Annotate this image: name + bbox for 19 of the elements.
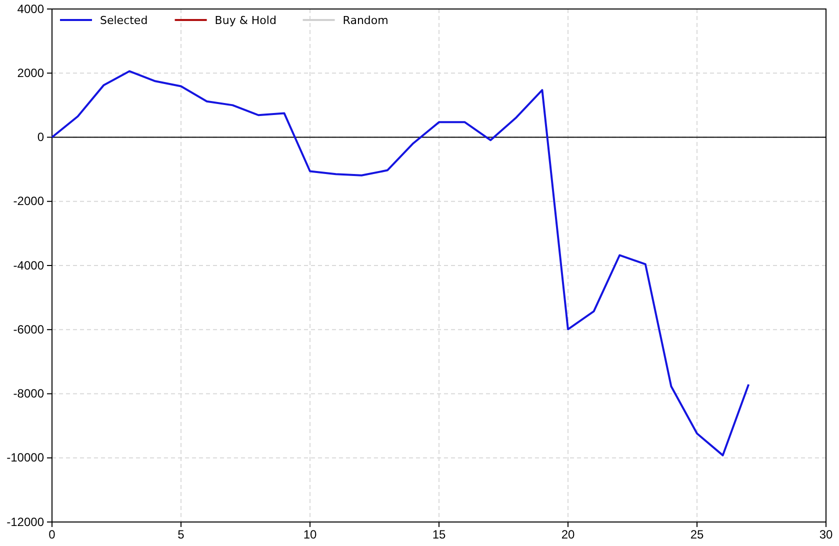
x-tick-label: 0	[48, 528, 56, 542]
y-tick-label: -2000	[13, 194, 44, 208]
x-tick-label: 25	[690, 528, 704, 542]
y-tick-label: -10000	[6, 450, 44, 465]
y-tick-label: 0	[37, 130, 44, 144]
y-tick-label: -12000	[6, 514, 44, 529]
x-tick-label: 30	[819, 528, 833, 542]
legend-label: Selected	[100, 14, 148, 27]
y-tick-label: -4000	[13, 258, 44, 272]
legend-label: Buy & Hold	[214, 14, 276, 27]
y-tick-label: -6000	[13, 322, 44, 336]
x-tick-label: 5	[178, 528, 185, 542]
x-tick-label: 20	[561, 528, 575, 542]
x-tick-label: 15	[432, 528, 446, 542]
legend-label: Random	[342, 14, 388, 27]
x-tick-label: 10	[303, 528, 317, 542]
y-tick-label: -8000	[13, 386, 44, 401]
y-tick-label: 4000	[17, 2, 44, 16]
y-tick-label: 2000	[17, 66, 44, 80]
